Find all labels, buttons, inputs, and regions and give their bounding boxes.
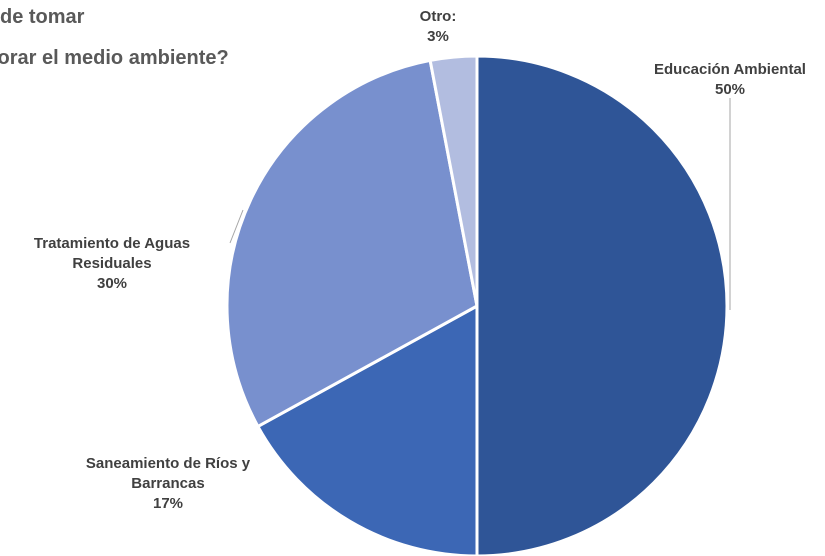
slice-value-tratamiento-aguas: 30% [97,275,127,292]
slice-value-educacion-ambiental: 50% [715,81,745,98]
leader-line-tratamiento-aguas [229,209,244,244]
slice-value-otro: 3% [427,28,449,45]
slice-label-saneamiento-line-1: Saneamiento de Ríos y [86,455,251,472]
slice-label-tratamiento-aguas-line-2: Residuales [72,255,151,272]
slice-value-saneamiento: 17% [153,495,183,512]
pie-slice-saneamiento [256,304,479,556]
chart-title-line-1: de tomar [0,6,85,28]
pie-slice-educacion-ambiental [475,54,729,556]
pie-slice-otro [428,54,479,308]
slice-label-tratamiento-aguas-line-1: Tratamiento de Aguas [34,235,190,252]
slice-label-otro-line-1: Otro: [420,8,457,25]
slice-label-educacion-ambiental-line-1: Educación Ambiental [654,61,806,78]
chart-title-line-2: jorar el medio ambiente? [0,47,229,69]
pie-slice-tratamiento-aguas [225,58,479,428]
slice-label-saneamiento-line-2: Barrancas [131,475,204,492]
